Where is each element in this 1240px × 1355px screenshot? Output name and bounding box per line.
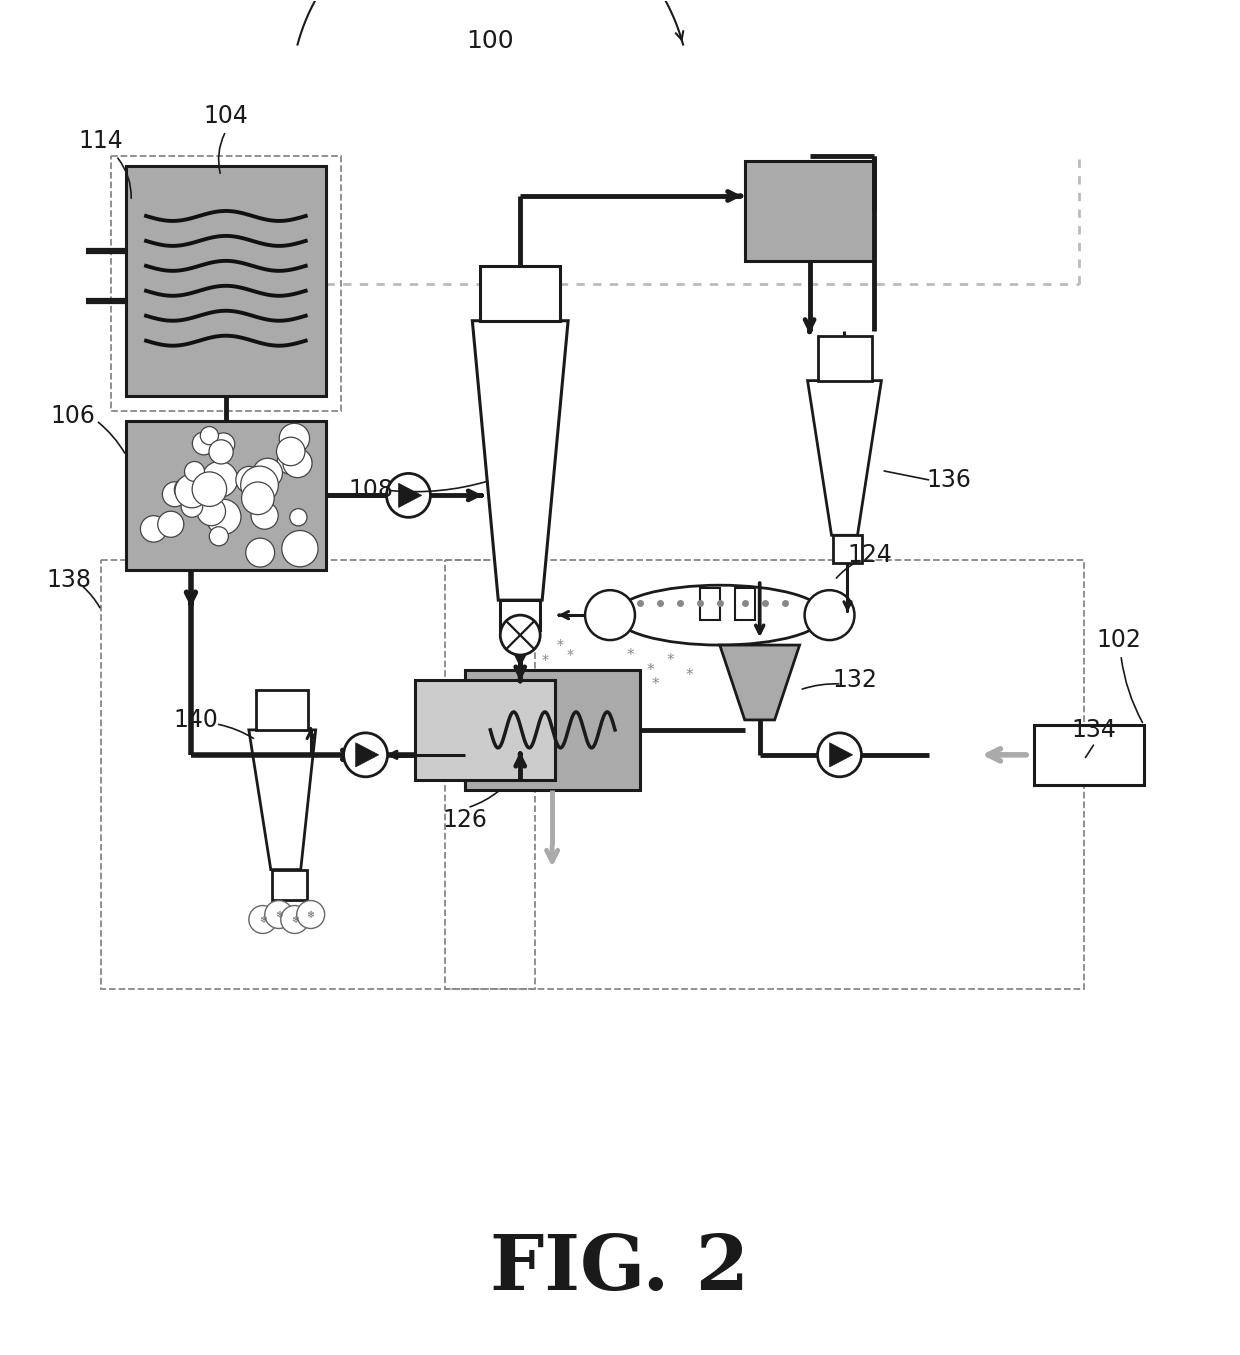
Circle shape (175, 477, 198, 501)
Circle shape (249, 905, 277, 934)
Ellipse shape (615, 585, 825, 645)
Circle shape (197, 497, 226, 526)
Circle shape (192, 432, 216, 455)
Text: 106: 106 (51, 404, 95, 428)
Text: ❄: ❄ (306, 909, 315, 920)
Polygon shape (356, 743, 378, 767)
Circle shape (283, 449, 312, 477)
Circle shape (265, 901, 293, 928)
Circle shape (212, 434, 234, 455)
Circle shape (278, 447, 304, 474)
Bar (255, 690, 308, 730)
Text: *: * (646, 663, 653, 678)
Circle shape (210, 527, 228, 546)
Circle shape (236, 466, 263, 493)
Bar (126, 420, 326, 570)
Text: 100: 100 (466, 30, 515, 53)
Circle shape (162, 482, 187, 507)
Text: ❄: ❄ (259, 915, 267, 924)
Text: *: * (686, 668, 693, 683)
Bar (500, 600, 541, 630)
Text: 136: 136 (926, 469, 972, 492)
Bar (832, 535, 863, 564)
Polygon shape (249, 730, 316, 870)
Text: 124: 124 (847, 543, 892, 568)
Circle shape (253, 458, 283, 488)
Bar (445, 560, 1084, 989)
Circle shape (805, 591, 854, 640)
Bar (415, 680, 556, 779)
Circle shape (817, 733, 862, 776)
Bar (112, 156, 341, 411)
Circle shape (210, 440, 233, 463)
Text: *: * (542, 653, 548, 667)
Polygon shape (830, 743, 853, 767)
Bar (102, 560, 536, 989)
Circle shape (192, 472, 227, 507)
Circle shape (241, 466, 278, 504)
Text: 104: 104 (203, 104, 248, 129)
Text: 114: 114 (79, 129, 124, 153)
Text: *: * (557, 638, 564, 652)
Polygon shape (807, 381, 882, 535)
Circle shape (246, 538, 274, 566)
Circle shape (343, 733, 388, 776)
Text: ❄: ❄ (275, 909, 283, 920)
Text: 140: 140 (174, 707, 218, 732)
Text: 138: 138 (47, 568, 92, 592)
Polygon shape (472, 321, 568, 600)
Text: *: * (567, 648, 574, 663)
Circle shape (201, 427, 218, 444)
Text: 132: 132 (832, 668, 877, 692)
Polygon shape (398, 484, 422, 508)
Bar (465, 669, 640, 790)
Circle shape (277, 438, 305, 466)
Text: FIG. 2: FIG. 2 (491, 1232, 749, 1306)
Text: ❄: ❄ (290, 915, 299, 924)
Circle shape (279, 423, 310, 454)
Bar (735, 588, 755, 621)
Circle shape (185, 462, 205, 481)
Text: 134: 134 (1071, 718, 1116, 743)
Circle shape (175, 474, 208, 508)
Bar (817, 336, 873, 381)
Bar (745, 161, 874, 262)
Circle shape (296, 901, 325, 928)
Bar (126, 167, 326, 396)
Polygon shape (719, 645, 800, 720)
Circle shape (280, 905, 309, 934)
Circle shape (157, 511, 184, 538)
Circle shape (585, 591, 635, 640)
Circle shape (181, 496, 202, 518)
Circle shape (202, 461, 238, 497)
Bar (480, 266, 560, 321)
Circle shape (290, 508, 308, 526)
Text: *: * (626, 648, 634, 663)
Circle shape (206, 499, 241, 534)
Circle shape (250, 503, 278, 530)
Bar (699, 588, 719, 621)
Circle shape (242, 482, 274, 515)
Circle shape (387, 473, 430, 518)
Circle shape (281, 531, 319, 566)
Bar (1034, 725, 1143, 785)
Text: 126: 126 (443, 808, 487, 832)
Text: *: * (651, 678, 658, 692)
Text: 102: 102 (1096, 629, 1141, 652)
Circle shape (500, 615, 541, 654)
Bar (272, 870, 306, 900)
Circle shape (140, 516, 167, 542)
Text: 108: 108 (348, 478, 393, 503)
Text: *: * (666, 653, 673, 668)
